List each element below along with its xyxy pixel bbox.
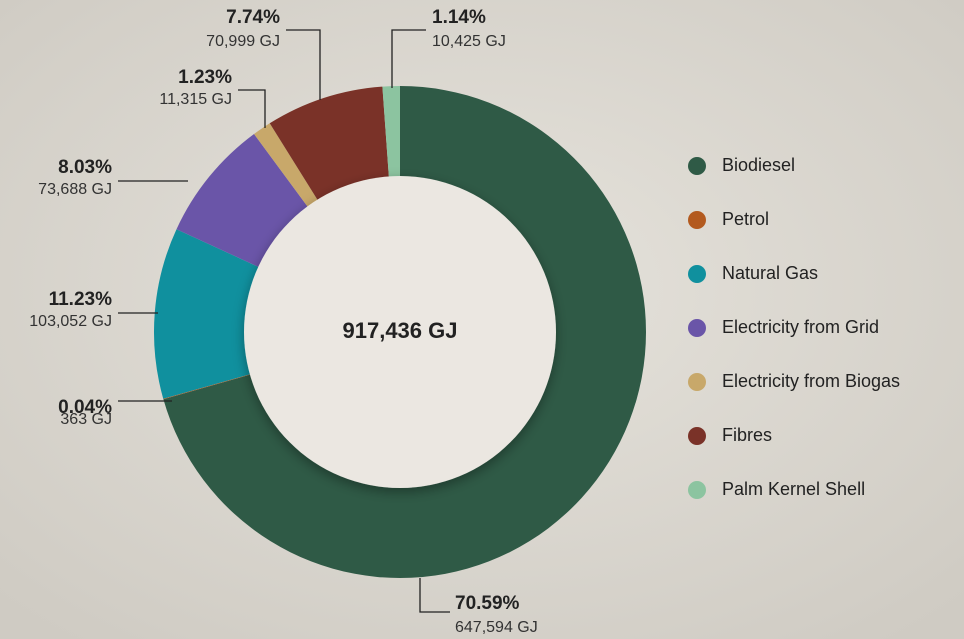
energy-label: 647,594 GJ — [455, 619, 538, 636]
legend-swatch — [688, 211, 706, 229]
energy-label: 70,999 GJ — [206, 33, 280, 50]
energy-label: 10,425 GJ — [432, 33, 506, 50]
legend-label: Petrol — [722, 209, 769, 229]
slice — [269, 86, 390, 205]
slice — [254, 123, 321, 212]
leader-line — [286, 29, 321, 100]
value-label: 8.03% — [58, 157, 112, 178]
legend-swatch — [688, 427, 706, 445]
donut-hole — [244, 176, 556, 488]
legend-swatch — [688, 373, 706, 391]
legend-label: Fibres — [722, 425, 772, 445]
legend-swatch — [688, 481, 706, 499]
leader-line — [419, 578, 450, 613]
legend-label: Natural Gas — [722, 263, 818, 283]
value-label: 1.14% — [432, 7, 486, 28]
leader-line — [391, 29, 426, 88]
slice — [382, 86, 400, 183]
legend-swatch — [688, 265, 706, 283]
leader-line — [238, 89, 266, 128]
slice — [163, 372, 256, 400]
legend-swatch — [688, 319, 706, 337]
slice — [163, 86, 647, 578]
legend-label: Electricity from Biogas — [722, 371, 900, 391]
value-label: 0.04% — [58, 397, 112, 418]
value-label: 11.23% — [49, 289, 112, 310]
slice — [153, 229, 264, 399]
donut — [153, 86, 647, 578]
legend-label: Palm Kernel Shell — [722, 479, 865, 499]
value-label: 70.59% — [455, 593, 520, 614]
value-label: 1.23% — [178, 67, 232, 88]
center-label: 917,436 GJ — [343, 318, 458, 343]
energy-label: 11,315 GJ — [159, 91, 232, 108]
legend-label: Biodiesel — [722, 155, 795, 175]
energy-label: 73,688 GJ — [38, 181, 112, 198]
legend-label: Electricity from Grid — [722, 317, 879, 337]
legend-swatch — [688, 157, 706, 175]
energy-label: 103,052 GJ — [29, 313, 112, 330]
value-label: 7.74% — [226, 7, 280, 28]
slice — [176, 133, 311, 270]
energy-label: 363 GJ — [60, 411, 112, 428]
